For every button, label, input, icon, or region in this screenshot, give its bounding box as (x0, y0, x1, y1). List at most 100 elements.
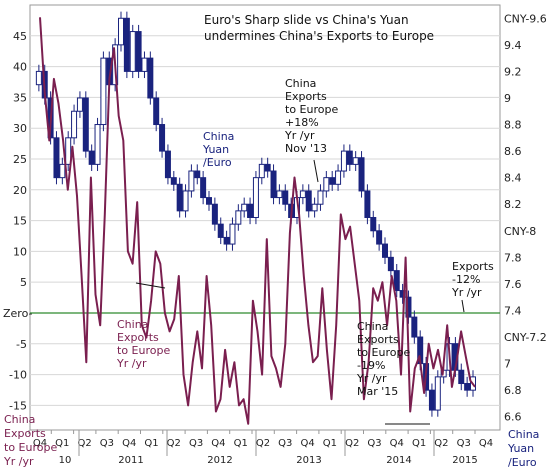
candle-body (235, 210, 242, 225)
x-tick-label: Q4 (122, 438, 136, 449)
candle-body (464, 383, 471, 391)
candle-body (82, 97, 89, 152)
candle-body (252, 177, 259, 218)
right-tick-label: 7 (504, 358, 511, 371)
left-tick-label: 25 (13, 153, 27, 166)
right-tick-label: 6.8 (504, 384, 522, 397)
left-tick-label: 20 (13, 184, 27, 197)
left-tick-label: -5 (16, 338, 27, 351)
candle-body (182, 190, 189, 212)
left-tick-label: 45 (13, 30, 27, 43)
x-tick-label: Q1 (412, 438, 426, 449)
right-tick-label: 6.6 (504, 411, 522, 424)
chart-title: undermines China's Exports to Europe (204, 29, 434, 43)
yuan-series-label: Yuan (202, 143, 229, 156)
right-tick-label: 8.8 (504, 119, 522, 132)
candle-body (206, 197, 212, 205)
annotation-mar15: to Europe (357, 346, 410, 359)
candle-body (53, 137, 60, 179)
candle-body (159, 124, 166, 152)
right-tick-label: 7.6 (504, 278, 522, 291)
candle-body (147, 57, 154, 99)
candle-body (352, 157, 359, 165)
annotation-nov13: China (285, 77, 316, 90)
candle-body (411, 316, 418, 338)
candle-body (264, 163, 271, 172)
exports-series-label: Yr /yr (116, 357, 147, 370)
candle-body (129, 31, 136, 72)
candle-body (153, 97, 160, 126)
x-tick-label: Q1 (234, 438, 248, 449)
candle-body (282, 190, 289, 205)
x-tick-label: Q2 (345, 438, 359, 449)
candle-body (135, 31, 142, 72)
x-tick-label: Q3 (367, 438, 381, 449)
candle-body (123, 17, 130, 72)
candle-body (434, 376, 441, 411)
annotation-nov13: Exports (285, 90, 327, 103)
x-tick-label: Q4 (211, 438, 225, 449)
candle-body (71, 110, 78, 139)
candle-body (170, 177, 177, 185)
left-tick-label: 30 (13, 122, 27, 135)
zero-label: Zero- (3, 307, 33, 320)
candle-body (387, 256, 394, 272)
annotation-nov13: to Europe (285, 103, 338, 116)
annotation-nov13: Nov '13 (285, 142, 327, 155)
candle-body (270, 170, 277, 199)
x-year-label: 2014 (386, 455, 411, 466)
candle-body (305, 190, 312, 212)
candle-body (364, 190, 371, 218)
candle-body (317, 190, 324, 205)
candle-body (458, 369, 465, 385)
x-tick-label: Q3 (457, 438, 471, 449)
candle-body (65, 137, 72, 165)
exports-series-label: to Europe (117, 344, 170, 357)
candle-body (335, 170, 342, 185)
candle-body (35, 70, 42, 86)
right-axis-title: Yuan (507, 442, 534, 455)
right-tick-label: 8.2 (504, 198, 522, 211)
candle-body (393, 270, 400, 292)
yuan-series-label: China (203, 130, 234, 143)
candle-body (299, 190, 306, 199)
candle-body (346, 150, 353, 165)
x-tick-label: Q3 (278, 438, 292, 449)
candle-body (176, 183, 183, 212)
candle-body (118, 17, 124, 46)
candle-body (329, 177, 336, 185)
candle-body (258, 163, 265, 179)
x-year-label: 2012 (207, 455, 232, 466)
left-axis-title: China (4, 413, 35, 426)
left-tick-label: 5 (20, 276, 27, 289)
annotation-latest: Yr /yr (451, 286, 482, 299)
left-axis-title: to Europe (4, 441, 57, 454)
x-tick-label: Q4 (33, 438, 47, 449)
x-axis: Q4 Q1 Q2 Q3 Q4 Q1 Q2 Q3 Q4 Q1 Q2 Q3 Q4 Q1 Q2 Q3 Q4 Q1 Q2 Q3… (28, 430, 493, 466)
left-axis-title: Yr /yr (3, 455, 34, 468)
exports-series-line (39, 17, 476, 425)
x-tick-label: Q2 (434, 438, 448, 449)
candle-body (340, 150, 347, 172)
right-tick-label: 8.6 (504, 145, 522, 158)
candle-body (200, 177, 207, 199)
candle-body (405, 296, 412, 318)
left-tick-label: -15 (9, 399, 27, 412)
annotation-mar15: -19% (357, 359, 385, 372)
x-tick-label: Q2 (77, 438, 91, 449)
x-tick-label: Q4 (479, 438, 493, 449)
annotation-latest: -12% (452, 273, 480, 286)
annotation-mar15: Exports (357, 333, 399, 346)
right-tick-label: 9 (504, 92, 511, 105)
right-tick-label: CNY-8 (504, 225, 536, 238)
yuan-series-label: /Euro (203, 156, 232, 169)
left-tick-label: 15 (13, 215, 27, 228)
annotation-latest: Exports (452, 260, 494, 273)
x-tick-label: Q1 (323, 438, 337, 449)
x-tick-label: Q2 (167, 438, 181, 449)
x-year-label: 2013 (296, 455, 321, 466)
right-tick-label: 7.4 (504, 304, 522, 317)
yuan-candles (35, 11, 476, 417)
right-tick-label: 9.2 (504, 65, 522, 78)
x-year-label: 2011 (118, 455, 143, 466)
